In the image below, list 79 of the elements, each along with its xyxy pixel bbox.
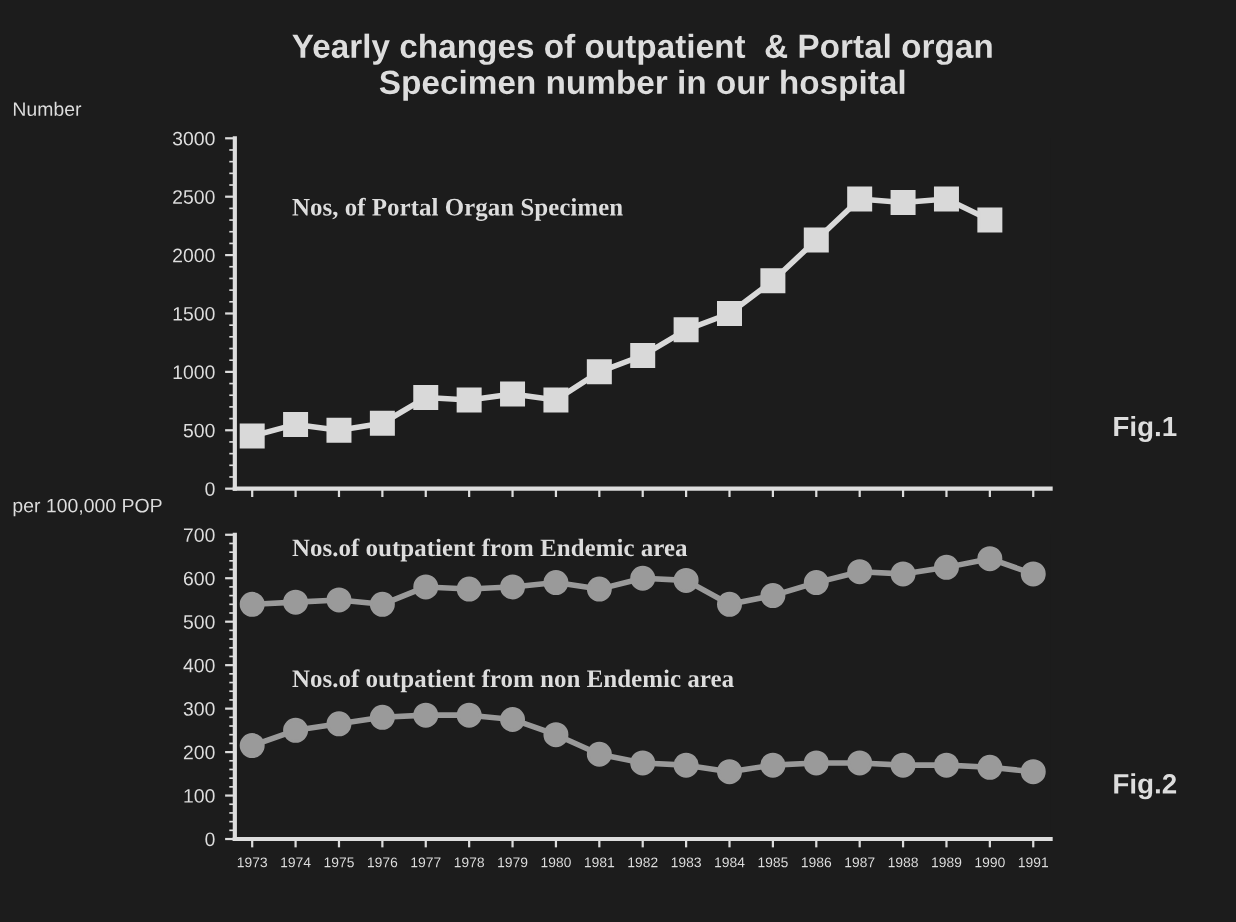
point <box>239 591 265 617</box>
point <box>413 702 439 728</box>
y-tick-label: 400 <box>183 658 215 673</box>
y-tick-label: 200 <box>183 745 215 760</box>
point <box>326 711 352 737</box>
point <box>630 750 656 776</box>
y-axis-title: Number <box>13 101 82 117</box>
point <box>717 591 742 617</box>
point <box>239 423 265 449</box>
caption: Fig.1 <box>1114 415 1177 442</box>
point <box>369 591 395 617</box>
text: Nos, of Portal Organ Specimen <box>292 197 623 221</box>
point <box>1020 759 1046 785</box>
point <box>977 207 1003 233</box>
y-tick-label: 1000 <box>173 365 215 380</box>
point <box>369 704 395 730</box>
point <box>413 385 439 411</box>
y-tick-label: 300 <box>183 702 215 716</box>
y-tick-label: 2500 <box>173 190 215 204</box>
y-tick-label: 500 <box>183 615 215 629</box>
point <box>977 546 1003 572</box>
point <box>933 554 959 580</box>
point <box>803 570 829 596</box>
point <box>543 722 569 748</box>
y-tick-label: 0 <box>205 482 215 496</box>
point <box>456 702 482 728</box>
point <box>500 706 526 732</box>
y-tick-label: 1500 <box>173 306 215 321</box>
point <box>586 359 612 385</box>
point <box>369 410 395 436</box>
point <box>456 387 482 413</box>
point <box>500 574 526 600</box>
point <box>543 387 569 413</box>
y-tick-label: 0 <box>205 832 215 847</box>
point <box>326 417 352 443</box>
point <box>933 752 959 778</box>
point <box>803 227 829 253</box>
point <box>847 559 873 585</box>
point <box>977 754 1003 780</box>
caption: Fig.2 <box>1114 773 1177 800</box>
point <box>890 752 916 778</box>
point <box>803 750 829 776</box>
point <box>543 570 569 596</box>
point <box>283 411 309 437</box>
point <box>283 589 309 615</box>
point <box>673 317 699 343</box>
point <box>586 576 612 602</box>
point <box>630 565 656 591</box>
series-label: Nos.of outpatient from Endemic area <box>292 538 688 562</box>
point <box>673 752 699 778</box>
point <box>847 186 873 212</box>
y-tick-label: 100 <box>184 789 215 803</box>
point <box>283 717 309 743</box>
point <box>239 733 265 759</box>
y-tick-label: 600 <box>183 571 215 586</box>
y-tick-label: 500 <box>183 423 215 438</box>
point <box>760 268 786 294</box>
point <box>500 381 526 407</box>
point <box>673 567 699 593</box>
point <box>760 752 786 778</box>
point <box>586 741 612 767</box>
chart-title: Yearly changes of outpatient & Portal organ Specimen number in our hospital <box>292 33 992 101</box>
point <box>456 576 482 602</box>
point <box>413 574 439 600</box>
y-axis-title: per 100,000 POP <box>13 498 162 517</box>
point <box>933 186 959 212</box>
point <box>760 583 786 609</box>
point <box>717 300 742 326</box>
y-tick-label: 700 <box>183 528 215 542</box>
point <box>1020 561 1046 587</box>
point <box>717 759 742 785</box>
series-label: Nos.of outpatient from non Endemic area <box>292 669 734 693</box>
point <box>890 190 916 216</box>
point <box>890 561 916 587</box>
point <box>326 587 352 613</box>
y-tick-label: 2000 <box>173 248 215 263</box>
point <box>847 750 873 776</box>
y-tick-label: 3000 <box>172 131 215 146</box>
point <box>630 343 656 369</box>
